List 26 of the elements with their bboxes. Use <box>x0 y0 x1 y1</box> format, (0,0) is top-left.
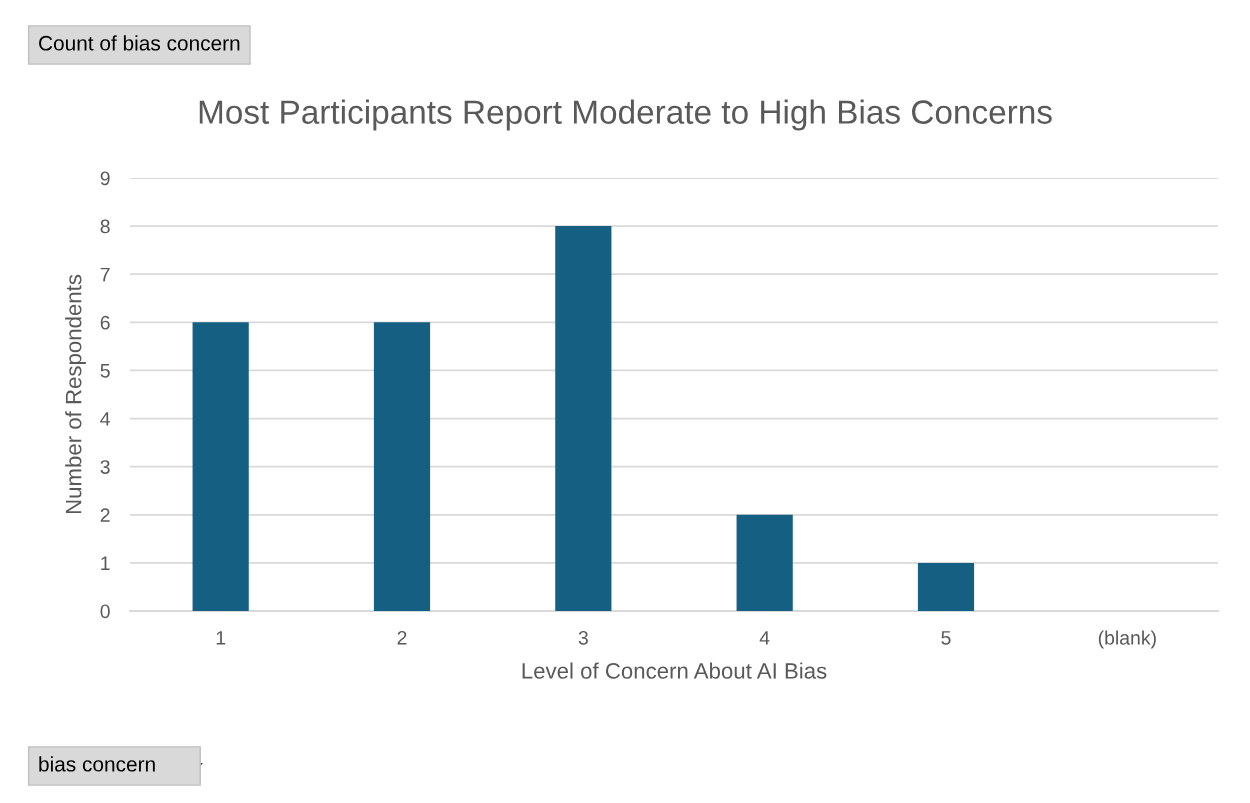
x-tick-label: 1 <box>216 631 226 645</box>
y-tick-label: 6 <box>100 315 110 330</box>
bar <box>917 562 975 611</box>
x-tick-label: 5 <box>941 631 951 645</box>
y-tick-label: 4 <box>100 412 110 426</box>
y-axis-title: Number of Respondents <box>65 274 86 514</box>
x-tick-label: 3 <box>578 630 588 645</box>
bar <box>192 322 249 611</box>
y-tick-label: 9 <box>100 171 110 186</box>
y-tick-label: 2 <box>100 508 110 522</box>
x-tick-label: 4 <box>759 631 770 645</box>
x-tick-label: 2 <box>397 630 407 645</box>
bar <box>736 514 793 611</box>
bar <box>373 322 431 611</box>
x-axis-title: Level of Concern About AI Bias <box>522 662 827 679</box>
chart-title: Most Participants Report Moderate to High Bias Concerns <box>199 99 1052 131</box>
y-tick-label: 5 <box>100 364 110 378</box>
y-tick-label: 0 <box>100 604 110 619</box>
y-tick-label: 3 <box>100 460 110 474</box>
text: Count of bias concern <box>39 35 240 51</box>
text: bias concern <box>39 756 155 772</box>
x-tick-label: (blank) <box>1098 630 1156 649</box>
bar <box>555 226 612 611</box>
y-tick-label: 7 <box>100 267 110 282</box>
y-tick-label: 8 <box>100 219 110 234</box>
y-tick-label: 1 <box>101 556 110 570</box>
